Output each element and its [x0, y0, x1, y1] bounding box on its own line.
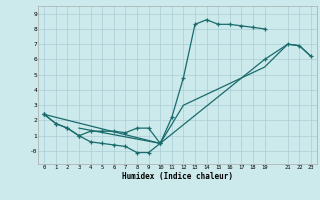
X-axis label: Humidex (Indice chaleur): Humidex (Indice chaleur): [122, 172, 233, 181]
